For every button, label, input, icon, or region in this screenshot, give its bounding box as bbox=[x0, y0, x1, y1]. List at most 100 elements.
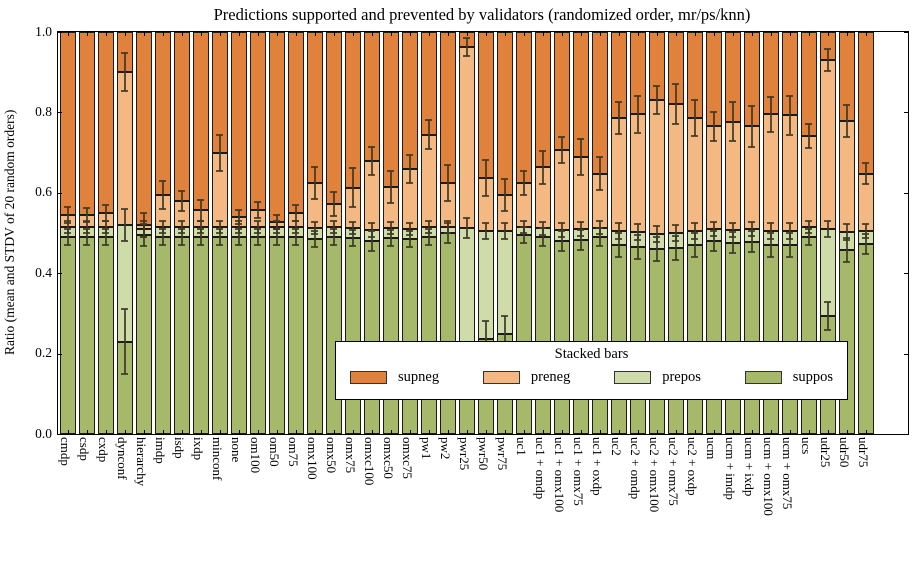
error-cap-bottom-uc2 + omdp bbox=[634, 239, 641, 242]
bar-segment-supneg-none bbox=[230, 32, 247, 217]
error-cap-top-uc2 + omx100 bbox=[653, 224, 660, 227]
x-tick-bottom bbox=[770, 430, 772, 434]
error-cap-top-uc2 + oxdp bbox=[691, 98, 698, 101]
bar-segment-suppos-ucm + ixdp bbox=[743, 241, 760, 434]
error-cap-bottom-ucm bbox=[710, 235, 717, 238]
bar-segment-suppos-imdp bbox=[154, 237, 171, 434]
error-bar-uc1 + omdp bbox=[541, 228, 544, 246]
error-bar-ucm + imdp bbox=[731, 102, 734, 141]
error-cap-bottom-om100 bbox=[254, 232, 261, 234]
x-tick-bottom bbox=[143, 430, 145, 434]
legend-items: supneg preneg prepos suppos bbox=[336, 363, 847, 386]
error-cap-bottom-ixdp bbox=[197, 219, 204, 222]
bar-segment-suppos-uc1 + omdp bbox=[534, 237, 551, 434]
error-bar-pwr25 bbox=[465, 38, 468, 56]
error-bar-ucm + omx100 bbox=[769, 96, 772, 133]
error-bar-ucm + imdp bbox=[731, 222, 734, 238]
bar-segment-suppos-ucm bbox=[705, 241, 722, 434]
bar-segment-suppos-omxc100 bbox=[363, 241, 380, 434]
error-bar-omx50 bbox=[332, 191, 335, 217]
bar-segment-suppos-uc1 + oxdp bbox=[591, 237, 608, 434]
x-tick-top bbox=[333, 32, 335, 36]
error-bar-udr25 bbox=[826, 220, 829, 238]
error-cap-top-ucm bbox=[710, 111, 717, 114]
bar-segment-suppos-ucm + omx75 bbox=[781, 245, 798, 434]
error-cap-top-dynconf bbox=[121, 308, 128, 311]
error-bar-ucm + omx75 bbox=[788, 95, 791, 135]
error-cap-top-pwr25 bbox=[463, 37, 470, 40]
error-bar-omxc50 bbox=[389, 170, 392, 203]
x-tick-label: minconf bbox=[210, 437, 225, 481]
error-bar-uc1 + oxdp bbox=[598, 228, 601, 246]
error-bar-uc1 + oxdp bbox=[598, 157, 601, 190]
error-cap-bottom-uc2 bbox=[615, 256, 622, 259]
x-tick-top bbox=[124, 32, 126, 36]
bar-segment-suppos-uc1 bbox=[515, 235, 532, 434]
bar-segment-suppos-pw1 bbox=[420, 237, 437, 434]
x-tick-top bbox=[143, 32, 145, 36]
error-cap-top-pw1 bbox=[425, 219, 432, 222]
error-cap-top-ucm + omx100 bbox=[767, 95, 774, 98]
error-bar-uc1 bbox=[522, 226, 525, 244]
error-bar-cmdp bbox=[66, 228, 69, 246]
x-tick-bottom bbox=[675, 430, 677, 434]
error-cap-bottom-hierarchy bbox=[140, 236, 147, 239]
error-bar-hierarchy bbox=[142, 212, 145, 237]
x-tick-top bbox=[200, 32, 202, 36]
error-cap-bottom-uc2 + omdp bbox=[634, 131, 641, 134]
error-cap-bottom-udr50 bbox=[843, 238, 850, 241]
error-cap-bottom-uc1 + oxdp bbox=[596, 233, 603, 236]
y-tick-right bbox=[904, 112, 908, 114]
x-tick-label: uc1 + omx100 bbox=[552, 437, 567, 513]
legend-label-prepos: prepos bbox=[662, 369, 701, 385]
x-tick-bottom bbox=[295, 430, 297, 434]
x-tick-bottom bbox=[580, 430, 582, 434]
x-tick-top bbox=[827, 32, 829, 36]
error-bar-udr50 bbox=[845, 223, 848, 240]
error-cap-bottom-pw2 bbox=[444, 242, 451, 245]
error-cap-bottom-ucm + omx100 bbox=[767, 238, 774, 241]
error-bar-pwr50 bbox=[484, 160, 487, 197]
error-bar-pw1 bbox=[427, 228, 430, 246]
error-cap-bottom-uc1 + omx75 bbox=[577, 249, 584, 252]
bar-segment-preneg-ucs bbox=[800, 135, 817, 227]
error-cap-top-udr75 bbox=[862, 162, 869, 165]
error-cap-bottom-cxdp bbox=[102, 219, 109, 222]
error-bar-omxc75 bbox=[408, 230, 411, 248]
error-bar-ucs bbox=[807, 123, 810, 148]
error-bar-isdp bbox=[180, 190, 183, 211]
error-bar-om50 bbox=[275, 214, 278, 229]
error-bar-uc1 + omx75 bbox=[579, 221, 582, 237]
x-tick-bottom bbox=[390, 430, 392, 434]
x-tick-label: omxc75 bbox=[400, 437, 415, 479]
error-bar-uc2 + oxdp bbox=[693, 233, 696, 258]
error-cap-top-udr75 bbox=[862, 222, 869, 225]
error-cap-bottom-pwr75 bbox=[501, 210, 508, 213]
error-cap-bottom-cxdp bbox=[102, 244, 109, 247]
y-tick-left bbox=[58, 192, 62, 194]
error-cap-bottom-omxc100 bbox=[368, 250, 375, 253]
error-bar-uc2 + omdp bbox=[636, 96, 639, 133]
error-bar-om75 bbox=[294, 204, 297, 221]
legend-swatch-prepos bbox=[614, 371, 652, 384]
error-bar-isdp bbox=[180, 220, 183, 233]
error-cap-bottom-ucm + omx75 bbox=[786, 256, 793, 259]
error-cap-top-ucm + imdp bbox=[729, 221, 736, 224]
error-bar-uc1 + omdp bbox=[541, 151, 544, 184]
error-cap-bottom-hierarchy bbox=[140, 245, 147, 248]
error-bar-uc2 + oxdp bbox=[693, 222, 696, 240]
x-tick-label: pwr75 bbox=[495, 437, 510, 471]
error-cap-top-omx75 bbox=[349, 220, 356, 223]
error-cap-top-omxc75 bbox=[406, 221, 413, 224]
x-tick-label: uc2 + oxdp bbox=[685, 437, 700, 496]
bar-segment-suppos-uc1 + omx75 bbox=[572, 240, 589, 434]
error-bar-udr25 bbox=[826, 302, 829, 331]
error-bar-udr75 bbox=[864, 234, 867, 255]
x-tick-bottom bbox=[162, 430, 164, 434]
x-tick-top bbox=[352, 32, 354, 36]
x-tick-bottom bbox=[333, 430, 335, 434]
bar-segment-suppos-minconf bbox=[211, 237, 228, 434]
error-cap-bottom-cxdp bbox=[102, 232, 109, 234]
error-bar-ucs bbox=[807, 220, 810, 233]
x-tick-label: pwr50 bbox=[476, 437, 491, 471]
